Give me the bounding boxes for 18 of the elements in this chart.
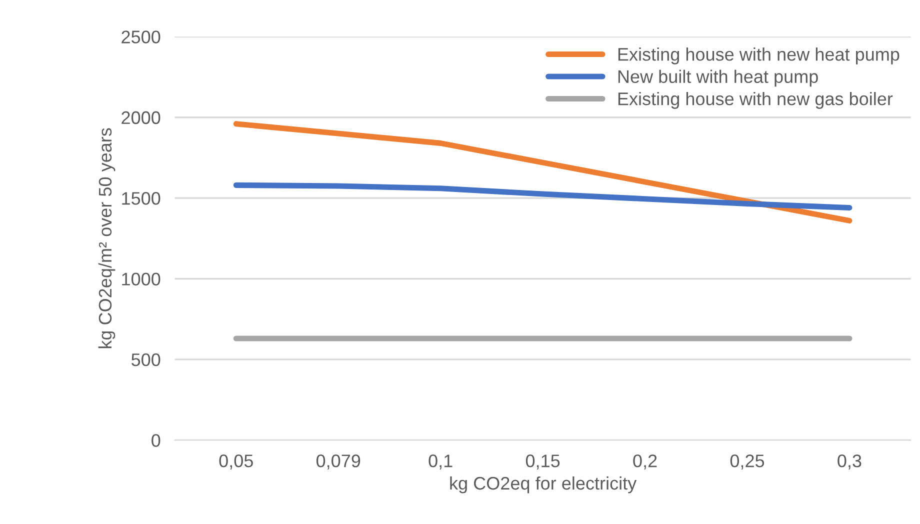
y-tick-label: 500 bbox=[132, 353, 160, 366]
legend-label: New built with heat pump bbox=[618, 70, 818, 87]
legend-label: Existing house with new heat pump bbox=[618, 48, 900, 64]
legend-label: Existing house with new gas boiler bbox=[618, 92, 893, 109]
x-tick-label: 0,15 bbox=[526, 454, 560, 470]
y-tick-label: 1000 bbox=[122, 272, 160, 286]
x-tick-label: 0,25 bbox=[730, 454, 764, 470]
y-tick-label: 1500 bbox=[122, 192, 160, 205]
x-tick-label: 0,2 bbox=[633, 454, 657, 470]
y-tick-label: 0 bbox=[152, 434, 160, 447]
x-tick-label: 0,079 bbox=[316, 454, 360, 470]
x-axis-title: kg CO2eq for electricity bbox=[450, 476, 637, 494]
x-tick-label: 0,1 bbox=[428, 454, 452, 470]
y-axis-title: kg CO2eq/m² over 50 years bbox=[98, 128, 116, 348]
x-tick-label: 0,05 bbox=[219, 454, 253, 470]
x-tick-label: 0,3 bbox=[838, 454, 862, 470]
y-tick-label: 2500 bbox=[122, 30, 160, 44]
y-tick-label: 2000 bbox=[122, 111, 160, 124]
